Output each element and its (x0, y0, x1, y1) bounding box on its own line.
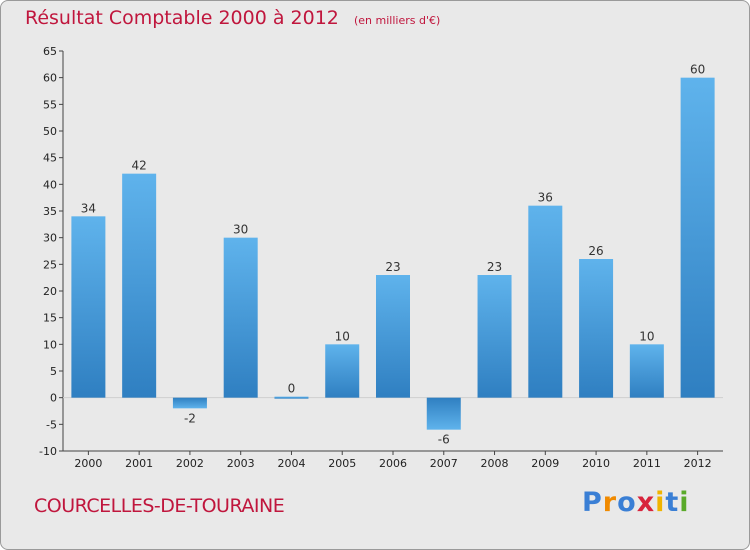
x-tick-label: 2004 (277, 457, 305, 470)
proxiti-logo[interactable]: Proxiti (582, 487, 690, 518)
bar-value-label: 10 (335, 329, 350, 343)
bar (325, 344, 360, 398)
y-tick-label: 40 (43, 178, 57, 191)
bar (223, 237, 258, 398)
y-tick-label: -10 (39, 445, 57, 458)
y-tick-label: 30 (43, 232, 57, 245)
bar-value-label: 42 (132, 159, 147, 173)
logo-letter: i (679, 487, 690, 518)
logo-letter: o (617, 487, 637, 518)
bar-value-label: -2 (184, 411, 196, 425)
bar-value-label: 34 (81, 201, 96, 215)
bar (172, 397, 207, 409)
x-tick-label: 2011 (633, 457, 661, 470)
bar (122, 173, 157, 398)
bar-value-label: -6 (438, 433, 450, 447)
y-tick-label: -5 (46, 418, 57, 431)
bar (477, 275, 512, 398)
x-tick-label: 2010 (582, 457, 610, 470)
bar (629, 344, 664, 398)
y-tick-label: 60 (43, 72, 57, 85)
x-tick-label: 2009 (531, 457, 559, 470)
y-tick-label: 65 (43, 45, 57, 58)
x-tick-label: 2000 (74, 457, 102, 470)
x-tick-label: 2008 (481, 457, 509, 470)
bar-value-label: 23 (385, 260, 400, 274)
bar (528, 205, 563, 398)
bar-value-label: 36 (538, 191, 553, 205)
labels-group: 34 42 -2 30 0 10 23 -6 23 36 26 10 60 (81, 63, 706, 447)
y-tick-label: 5 (50, 365, 57, 378)
y-tick-label: 20 (43, 285, 57, 298)
bar-value-label: 60 (690, 63, 705, 77)
x-tick-label: 2002 (176, 457, 204, 470)
bar-value-label: 26 (588, 244, 603, 258)
y-tick-label: 55 (43, 98, 57, 111)
chart-title: Résultat Comptable 2000 à 2012 (25, 7, 339, 29)
bar-value-label: 0 (288, 382, 296, 396)
place-name: COURCELLES-DE-TOURAINE (34, 495, 285, 517)
logo-letter: i (655, 487, 666, 518)
x-tick-label: 2006 (379, 457, 407, 470)
y-tick-label: 50 (43, 125, 57, 138)
chart-subtitle: (en milliers d'€) (353, 14, 441, 27)
x-tick-label: 2003 (227, 457, 255, 470)
logo-letter: x (636, 487, 656, 518)
title-row: Résultat Comptable 2000 à 2012 (en milli… (25, 7, 440, 29)
bar (426, 397, 461, 430)
bar-value-label: 10 (639, 329, 654, 343)
y-tick-label: 15 (43, 312, 57, 325)
y-tick-label: 35 (43, 205, 57, 218)
bar (71, 216, 106, 398)
bar (376, 275, 410, 398)
y-tick-label: 45 (43, 152, 57, 165)
bar-value-label: 23 (487, 260, 502, 274)
bar (274, 396, 309, 399)
x-tick-label: 2001 (125, 457, 153, 470)
y-tick-label: 25 (43, 258, 57, 271)
x-tick-label: 2007 (430, 457, 458, 470)
bar-value-label: 30 (233, 223, 248, 237)
bars-group (71, 77, 715, 430)
logo-letter: r (602, 487, 618, 518)
bar (680, 77, 715, 398)
x-tick-label: 2012 (684, 457, 712, 470)
y-tick-label: 10 (43, 338, 57, 351)
logo-letter: t (665, 487, 680, 518)
logo-letter: P (582, 487, 603, 518)
y-tick-label: 0 (50, 392, 57, 405)
x-tick-label: 2005 (328, 457, 356, 470)
bar (579, 259, 614, 398)
